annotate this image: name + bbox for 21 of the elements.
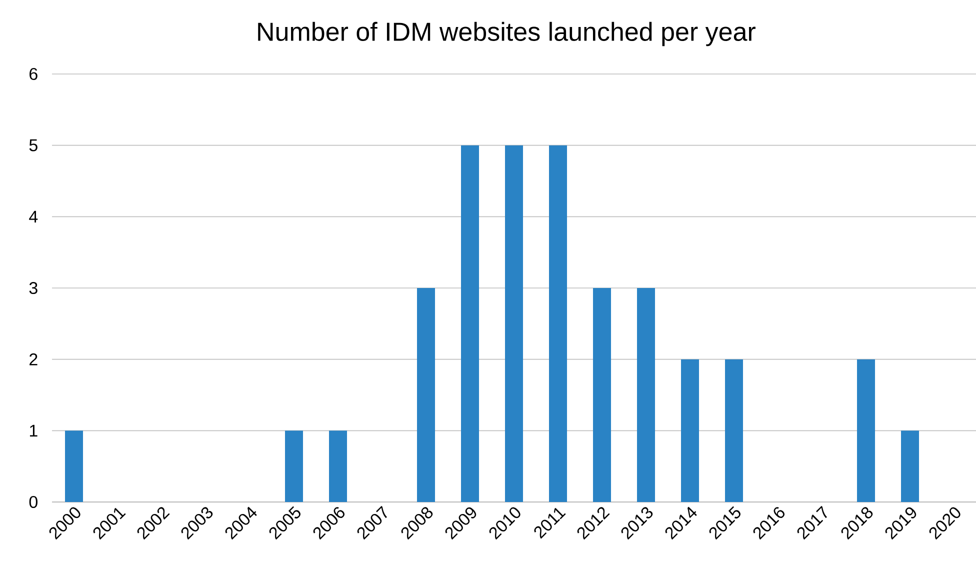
bar (637, 288, 656, 502)
y-tick-label: 3 (29, 282, 38, 294)
y-tick-label: 4 (29, 210, 38, 223)
bar (857, 359, 876, 502)
bar (593, 288, 612, 502)
bar (417, 288, 436, 502)
bar (65, 430, 84, 502)
bar (549, 145, 568, 502)
bar (461, 145, 480, 502)
bar (725, 359, 744, 502)
y-tick-label: 1 (30, 424, 38, 437)
y-tick-label: 6 (30, 68, 38, 80)
bar (285, 430, 304, 502)
y-tick-label: 5 (29, 139, 38, 152)
bar (505, 145, 524, 502)
bar (681, 359, 700, 502)
bar (329, 430, 348, 502)
bar (901, 430, 920, 502)
y-tick-label: 2 (30, 353, 38, 366)
y-tick-label: 0 (29, 496, 38, 508)
chart-title: Number of IDM websites launched per year (258, 22, 756, 46)
